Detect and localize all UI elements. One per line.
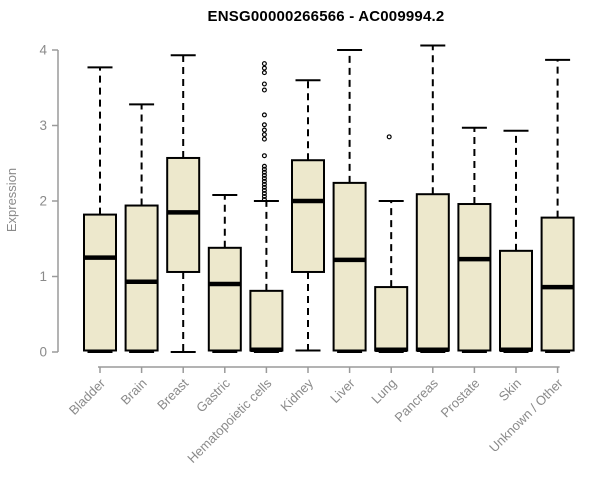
outlier-point	[261, 132, 267, 138]
y-tick-label: 4	[39, 43, 47, 58]
iqr-box	[207, 246, 242, 352]
outlier-point	[261, 127, 267, 133]
iqr-box	[374, 286, 409, 352]
iqr-box	[249, 289, 284, 352]
y-axis: 0 1 2 3 4	[39, 43, 59, 360]
box-gastric	[207, 193, 242, 353]
y-tick-label: 2	[39, 194, 47, 209]
box-liver	[332, 49, 367, 353]
outlier-point	[261, 172, 267, 178]
outlier-point	[261, 81, 267, 87]
x-category-label-bladder: Bladder	[66, 375, 109, 418]
iqr-box	[499, 249, 533, 352]
outlier-point	[261, 181, 267, 187]
iqr-box	[166, 156, 201, 273]
outlier-point	[261, 175, 267, 181]
outlier-point	[261, 169, 267, 175]
x-category-label-kidney: Kidney	[277, 375, 316, 414]
box-prostate	[457, 126, 492, 353]
outlier-point	[261, 166, 267, 172]
outlier-point	[261, 70, 267, 76]
x-category-label-lung: Lung	[368, 376, 399, 407]
iqr-box	[415, 193, 450, 352]
outlier-point	[261, 87, 267, 93]
outlier-point	[261, 112, 267, 118]
outlier-point	[261, 190, 267, 196]
outlier-point	[261, 163, 267, 169]
box-brain	[124, 103, 159, 353]
outlier-point	[261, 65, 267, 71]
outlier-point	[261, 184, 267, 190]
y-tick-label: 1	[39, 269, 47, 284]
x-category-label-brain: Brain	[118, 376, 150, 408]
y-tick-label: 0	[39, 345, 47, 360]
outlier-point	[261, 61, 267, 67]
iqr-box	[124, 204, 159, 352]
chart-title: ENSG00000266566 - AC009994.2	[207, 8, 445, 25]
iqr-box	[83, 213, 117, 352]
box-kidney	[291, 79, 325, 352]
y-tick-label: 3	[39, 118, 47, 133]
box-pancreas	[415, 44, 450, 353]
box-breast	[166, 54, 201, 353]
x-category-label-breast: Breast	[154, 375, 191, 412]
outlier-point	[261, 178, 267, 184]
box-unknown-other	[540, 58, 575, 353]
box-hematopoietic-cells	[249, 61, 284, 353]
box-skin	[499, 129, 533, 353]
x-category-label-liver: Liver	[327, 375, 358, 406]
box-lung	[374, 134, 409, 353]
iqr-box	[291, 159, 325, 273]
x-category-label-prostate: Prostate	[438, 376, 483, 421]
iqr-box	[457, 203, 492, 352]
x-category-label-unknown-other: Unknown / Other	[486, 375, 566, 455]
outlier-point	[386, 134, 392, 140]
x-category-label-pancreas: Pancreas	[391, 375, 441, 425]
box-bladder	[83, 66, 117, 353]
iqr-box	[332, 181, 367, 352]
x-category-label-skin: Skin	[496, 376, 524, 404]
outlier-point	[261, 196, 267, 202]
outlier-point	[261, 193, 267, 199]
outlier-point	[261, 153, 267, 159]
x-category-label-gastric: Gastric	[193, 375, 233, 415]
outlier-point	[261, 187, 267, 193]
outlier-point	[261, 122, 267, 128]
outlier-point	[261, 136, 267, 142]
iqr-box	[540, 216, 575, 352]
